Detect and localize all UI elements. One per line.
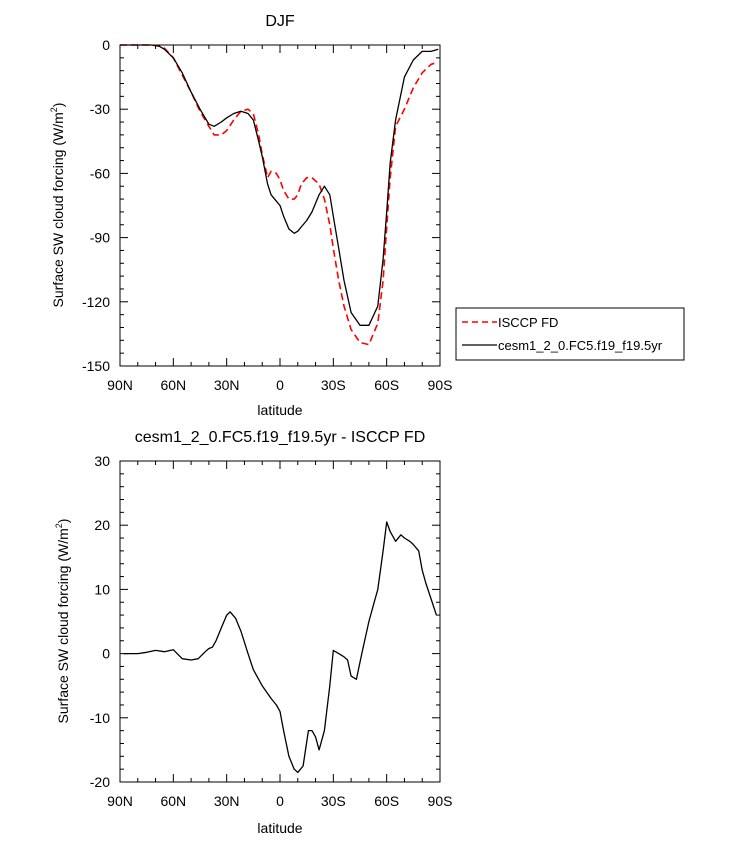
legend-box [455,307,685,361]
top-series-line-2 [120,44,439,326]
bottom-chart-title: cesm1_2_0.FC5.f19_f19.5yr - ISCCP FD [135,429,426,446]
bottom-y-axis-label-sup: 2 [54,523,64,528]
bottom-x-tick-label: 60N [160,793,186,809]
bottom-tick-labels: 90N 60N 30N 0 30S 60S 90S 30 20 10 0 -10 -20 [90,453,453,809]
bottom-axis-ticks [119,460,441,783]
bottom-panel: cesm1_2_0.FC5.f19_f19.5yr - ISCCP FD 90N… [54,429,452,836]
top-x-tick-label: 30S [321,377,346,393]
top-panel: DJF 90N 60N 30N 0 30S 60S 90S 0 -30 -60 -90 -120 -15… [49,13,685,418]
top-x-tick-label: 90N [107,377,133,393]
top-y-axis-label-close: ) [50,103,66,108]
bottom-x-tick-label: 90N [107,793,133,809]
top-x-tick-label: 90S [428,377,453,393]
top-series-line-1 [120,44,439,346]
top-y-tick-label: -120 [82,294,110,310]
top-axis-ticks [119,44,441,367]
top-tick-labels: 90N 60N 30N 0 30S 60S 90S 0 -30 -60 -90 -120 -150 [82,37,452,393]
top-y-axis-label: Surface SW cloud forcing (W/m2) [49,103,66,308]
top-chart-title: DJF [265,13,295,30]
top-y-tick-label: 0 [102,37,110,53]
top-x-tick-label: 60S [374,377,399,393]
bottom-x-tick-label: 60S [374,793,399,809]
bottom-plot-frame [119,460,441,783]
top-x-axis-label: latitude [257,402,302,418]
legend: ISCCP FD cesm1_2_0.FC5.f19_f19.5yr [455,307,685,361]
top-y-tick-label: -60 [90,165,110,181]
bottom-x-tick-label: 30S [321,793,346,809]
bottom-y-tick-label: 10 [94,581,110,597]
bottom-x-tick-label: 90S [428,793,453,809]
bottom-y-tick-label: -10 [90,710,110,726]
bottom-y-tick-label: 20 [94,517,110,533]
bottom-y-axis-label-close: ) [55,519,71,524]
legend-label-isccp: ISCCP FD [498,315,558,330]
bottom-x-tick-label: 0 [276,793,284,809]
top-y-tick-label: -90 [90,230,110,246]
top-y-axis-label-sup: 2 [49,107,59,112]
top-y-tick-label: -30 [90,101,110,117]
bottom-y-axis-label: Surface SW cloud forcing (W/m2) [54,519,71,724]
bottom-y-axis-label-main: Surface SW cloud forcing (W/m [55,528,71,723]
bottom-y-tick-label: 0 [102,646,110,662]
bottom-y-tick-label: 30 [94,453,110,469]
top-y-tick-label: -150 [82,358,110,374]
bottom-y-tick-label: -20 [90,774,110,790]
top-x-tick-label: 30N [214,377,240,393]
top-x-tick-label: 0 [276,377,284,393]
bottom-series-group [123,521,438,774]
legend-label-cesm: cesm1_2_0.FC5.f19_f19.5yr [498,338,663,353]
bottom-x-axis-label: latitude [257,820,302,836]
bottom-series-line-1 [123,521,438,774]
top-y-axis-label-main: Surface SW cloud forcing (W/m [50,112,66,307]
top-series-group [120,44,439,346]
top-x-tick-label: 60N [160,377,186,393]
bottom-x-tick-label: 30N [214,793,240,809]
